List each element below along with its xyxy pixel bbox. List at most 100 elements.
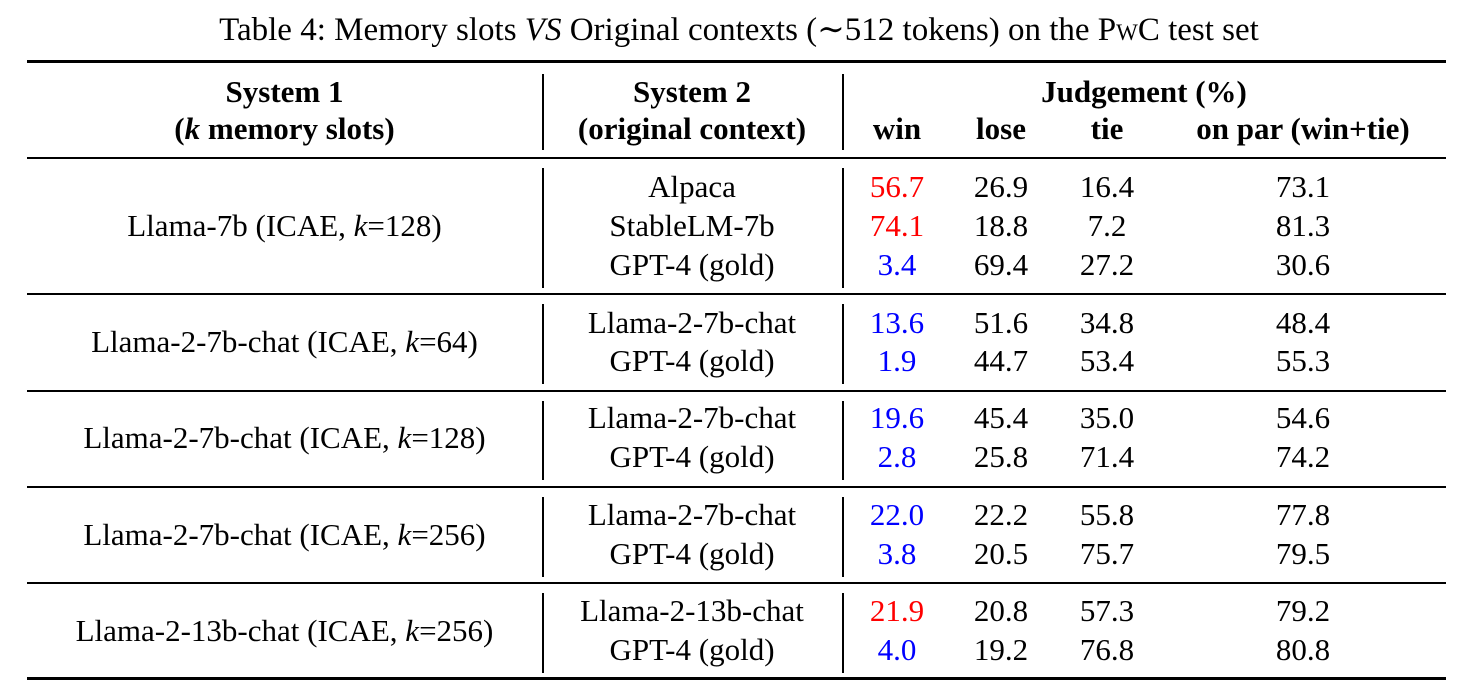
win-value: 56.7: [869, 169, 925, 204]
system1-k-value: =128): [411, 419, 486, 455]
header-system1-subtitle: (k memory slots): [174, 111, 395, 146]
system2-label: GPT-4 (gold): [609, 536, 775, 571]
tie-value: 53.4: [1079, 343, 1135, 378]
system1-label-prefix: Llama-7b (ICAE,: [127, 208, 354, 243]
onpar-value: 80.8: [1275, 632, 1331, 667]
table-top-rule: [27, 60, 1446, 63]
system1-k-symbol: k: [397, 516, 412, 552]
system1-k-value: =128): [367, 208, 442, 243]
system1-label-prefix: Llama-2-7b-chat (ICAE,: [83, 419, 398, 455]
group-separator-rule: [27, 486, 1446, 488]
win-value: 2.8: [877, 439, 917, 474]
header-col-win: win: [872, 111, 922, 146]
tie-value: 16.4: [1079, 169, 1135, 204]
system1-k-symbol: k: [405, 612, 420, 648]
group-separator-rule: [27, 390, 1446, 392]
system2-label: Alpaca: [648, 169, 736, 204]
header-divider-2: [842, 74, 844, 150]
header-system1-title: System 1: [225, 74, 344, 109]
header-system1-subtitle-rest: memory slots): [200, 111, 395, 146]
caption-prefix: Table 4: Memory slots: [219, 12, 525, 48]
system2-label: Llama-2-13b-chat: [580, 593, 804, 628]
header-k-symbol: k: [184, 111, 201, 146]
onpar-value: 79.2: [1275, 593, 1331, 628]
header-col-onpar: on par (win+tie): [1196, 111, 1410, 146]
onpar-value: 81.3: [1275, 208, 1331, 243]
system1-label: Llama-2-7b-chat (ICAE, k=256): [27, 516, 542, 554]
system1-label: Llama-7b (ICAE, k=128): [27, 207, 542, 245]
lose-value: 19.2: [973, 632, 1029, 667]
system2-label: StableLM-7b: [609, 208, 775, 243]
system1-k-symbol: k: [397, 419, 412, 455]
group-divider-2: [842, 168, 844, 288]
group-separator-rule: [27, 293, 1446, 295]
onpar-value: 77.8: [1275, 497, 1331, 532]
lose-value: 44.7: [973, 343, 1029, 378]
group-separator-rule: [27, 582, 1446, 584]
lose-value: 18.8: [973, 208, 1029, 243]
onpar-value: 79.5: [1275, 536, 1331, 571]
system1-label: Llama-2-7b-chat (ICAE, k=128): [27, 419, 542, 457]
win-value: 3.4: [877, 247, 917, 282]
system2-label: Llama-2-7b-chat: [587, 497, 797, 532]
tie-value: 76.8: [1079, 632, 1135, 667]
tie-value: 75.7: [1079, 536, 1135, 571]
system2-label: GPT-4 (gold): [609, 247, 775, 282]
system1-label: Llama-2-13b-chat (ICAE, k=256): [27, 612, 542, 650]
group-divider-2: [842, 593, 844, 673]
onpar-value: 73.1: [1275, 169, 1331, 204]
lose-value: 69.4: [973, 247, 1029, 282]
system1-label-prefix: Llama-2-7b-chat (ICAE,: [91, 324, 406, 359]
header-divider-1: [542, 74, 544, 150]
win-value: 3.8: [877, 536, 917, 571]
caption-dataset: PwC: [1097, 12, 1160, 48]
table-bottom-rule: [27, 677, 1446, 680]
tie-value: 57.3: [1079, 593, 1135, 628]
system1-k-value: =256): [419, 612, 494, 648]
group-divider-2: [842, 401, 844, 480]
group-divider-1: [542, 497, 544, 577]
onpar-value: 30.6: [1275, 247, 1331, 282]
system1-k-symbol: k: [353, 208, 368, 243]
lose-value: 20.5: [973, 536, 1029, 571]
onpar-value: 48.4: [1275, 305, 1331, 340]
header-col-lose: lose: [976, 111, 1026, 146]
system1-k-value: =64): [419, 324, 478, 359]
system1-k-symbol: k: [405, 324, 420, 359]
win-value: 1.9: [877, 343, 917, 378]
tie-value: 35.0: [1079, 400, 1135, 435]
win-value: 74.1: [869, 208, 925, 243]
system2-label: GPT-4 (gold): [609, 632, 775, 667]
onpar-value: 54.6: [1275, 400, 1331, 435]
tie-value: 55.8: [1079, 497, 1135, 532]
header-bottom-rule: [27, 157, 1446, 159]
header-col-tie: tie: [1090, 111, 1124, 146]
system1-k-value: =256): [411, 516, 486, 552]
group-divider-2: [842, 497, 844, 577]
caption-vs: VS: [524, 12, 562, 48]
system1-label-prefix: Llama-2-13b-chat (ICAE,: [75, 612, 406, 648]
system2-label: Llama-2-7b-chat: [587, 400, 797, 435]
tie-value: 71.4: [1079, 439, 1135, 474]
lose-value: 26.9: [973, 169, 1029, 204]
group-divider-1: [542, 401, 544, 480]
header-system2-subtitle: (original context): [577, 111, 807, 146]
group-divider-2: [842, 304, 844, 384]
caption-middle: Original contexts (∼512 tokens) on the: [561, 12, 1098, 48]
table-caption: Table 4: Memory slots VS Original contex…: [0, 10, 1478, 50]
system2-label: GPT-4 (gold): [609, 343, 775, 378]
tie-value: 7.2: [1087, 208, 1127, 243]
win-value: 22.0: [869, 497, 925, 532]
tie-value: 34.8: [1079, 305, 1135, 340]
group-divider-1: [542, 168, 544, 288]
system1-label-prefix: Llama-2-7b-chat (ICAE,: [83, 516, 398, 552]
system2-label: GPT-4 (gold): [609, 439, 775, 474]
lose-value: 22.2: [973, 497, 1029, 532]
group-divider-1: [542, 304, 544, 384]
win-value: 21.9: [869, 593, 925, 628]
onpar-value: 74.2: [1275, 439, 1331, 474]
group-divider-1: [542, 593, 544, 673]
system2-label: Llama-2-7b-chat: [587, 305, 797, 340]
lose-value: 20.8: [973, 593, 1029, 628]
header-judgement: Judgement (%): [1041, 74, 1247, 109]
